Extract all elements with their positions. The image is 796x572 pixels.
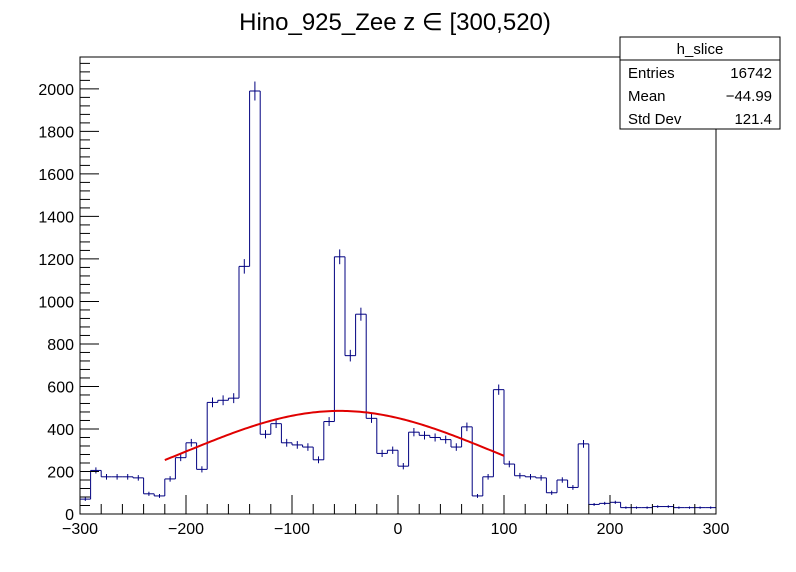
fit-curve — [164, 409, 505, 461]
y-tick-label: 1800 — [38, 124, 74, 141]
stats-mean-value: −44.99 — [726, 88, 772, 105]
stats-mean-label: Mean — [628, 88, 666, 105]
stats-entries-value: 16742 — [730, 65, 772, 82]
x-tick-label: 200 — [597, 521, 624, 538]
stats-entries-label: Entries — [628, 65, 675, 82]
y-tick-label: 600 — [47, 379, 74, 396]
x-tick-label: 0 — [394, 521, 403, 538]
stats-box-frame — [619, 36, 781, 130]
stats-stddev-label: Std Dev — [628, 111, 682, 128]
chart-title: Hino_925_Zee z ∈ [300,520) — [239, 9, 551, 36]
x-tick-label: −300 — [62, 521, 98, 538]
y-tick-label: 2000 — [38, 82, 74, 99]
x-tick-label: 300 — [703, 521, 730, 538]
y-tick-label: 0 — [65, 507, 74, 524]
axis-layer: −300 −200 −100 0 100 200 300 0 200 400 600 800 1000 1… — [38, 62, 730, 538]
x-tick-label: −100 — [274, 521, 310, 538]
y-tick-label: 1000 — [38, 294, 74, 311]
y-tick-label: 400 — [47, 422, 74, 439]
stats-box: h_slice Entries 16742 Mean −44.99 Std De… — [619, 36, 781, 130]
x-tick-label: −200 — [168, 521, 204, 538]
y-tick-label: 1400 — [38, 209, 74, 226]
x-tick-label: 100 — [491, 521, 518, 538]
stats-box-name: h_slice — [677, 41, 724, 58]
fit-layer — [164, 409, 505, 461]
y-tick-label: 800 — [47, 337, 74, 354]
y-tick-label: 1200 — [38, 252, 74, 269]
stats-stddev-value: 121.4 — [734, 111, 772, 128]
y-tick-label: 200 — [47, 464, 74, 481]
y-tick-label: 1600 — [38, 167, 74, 184]
histogram-layer — [79, 81, 716, 514]
